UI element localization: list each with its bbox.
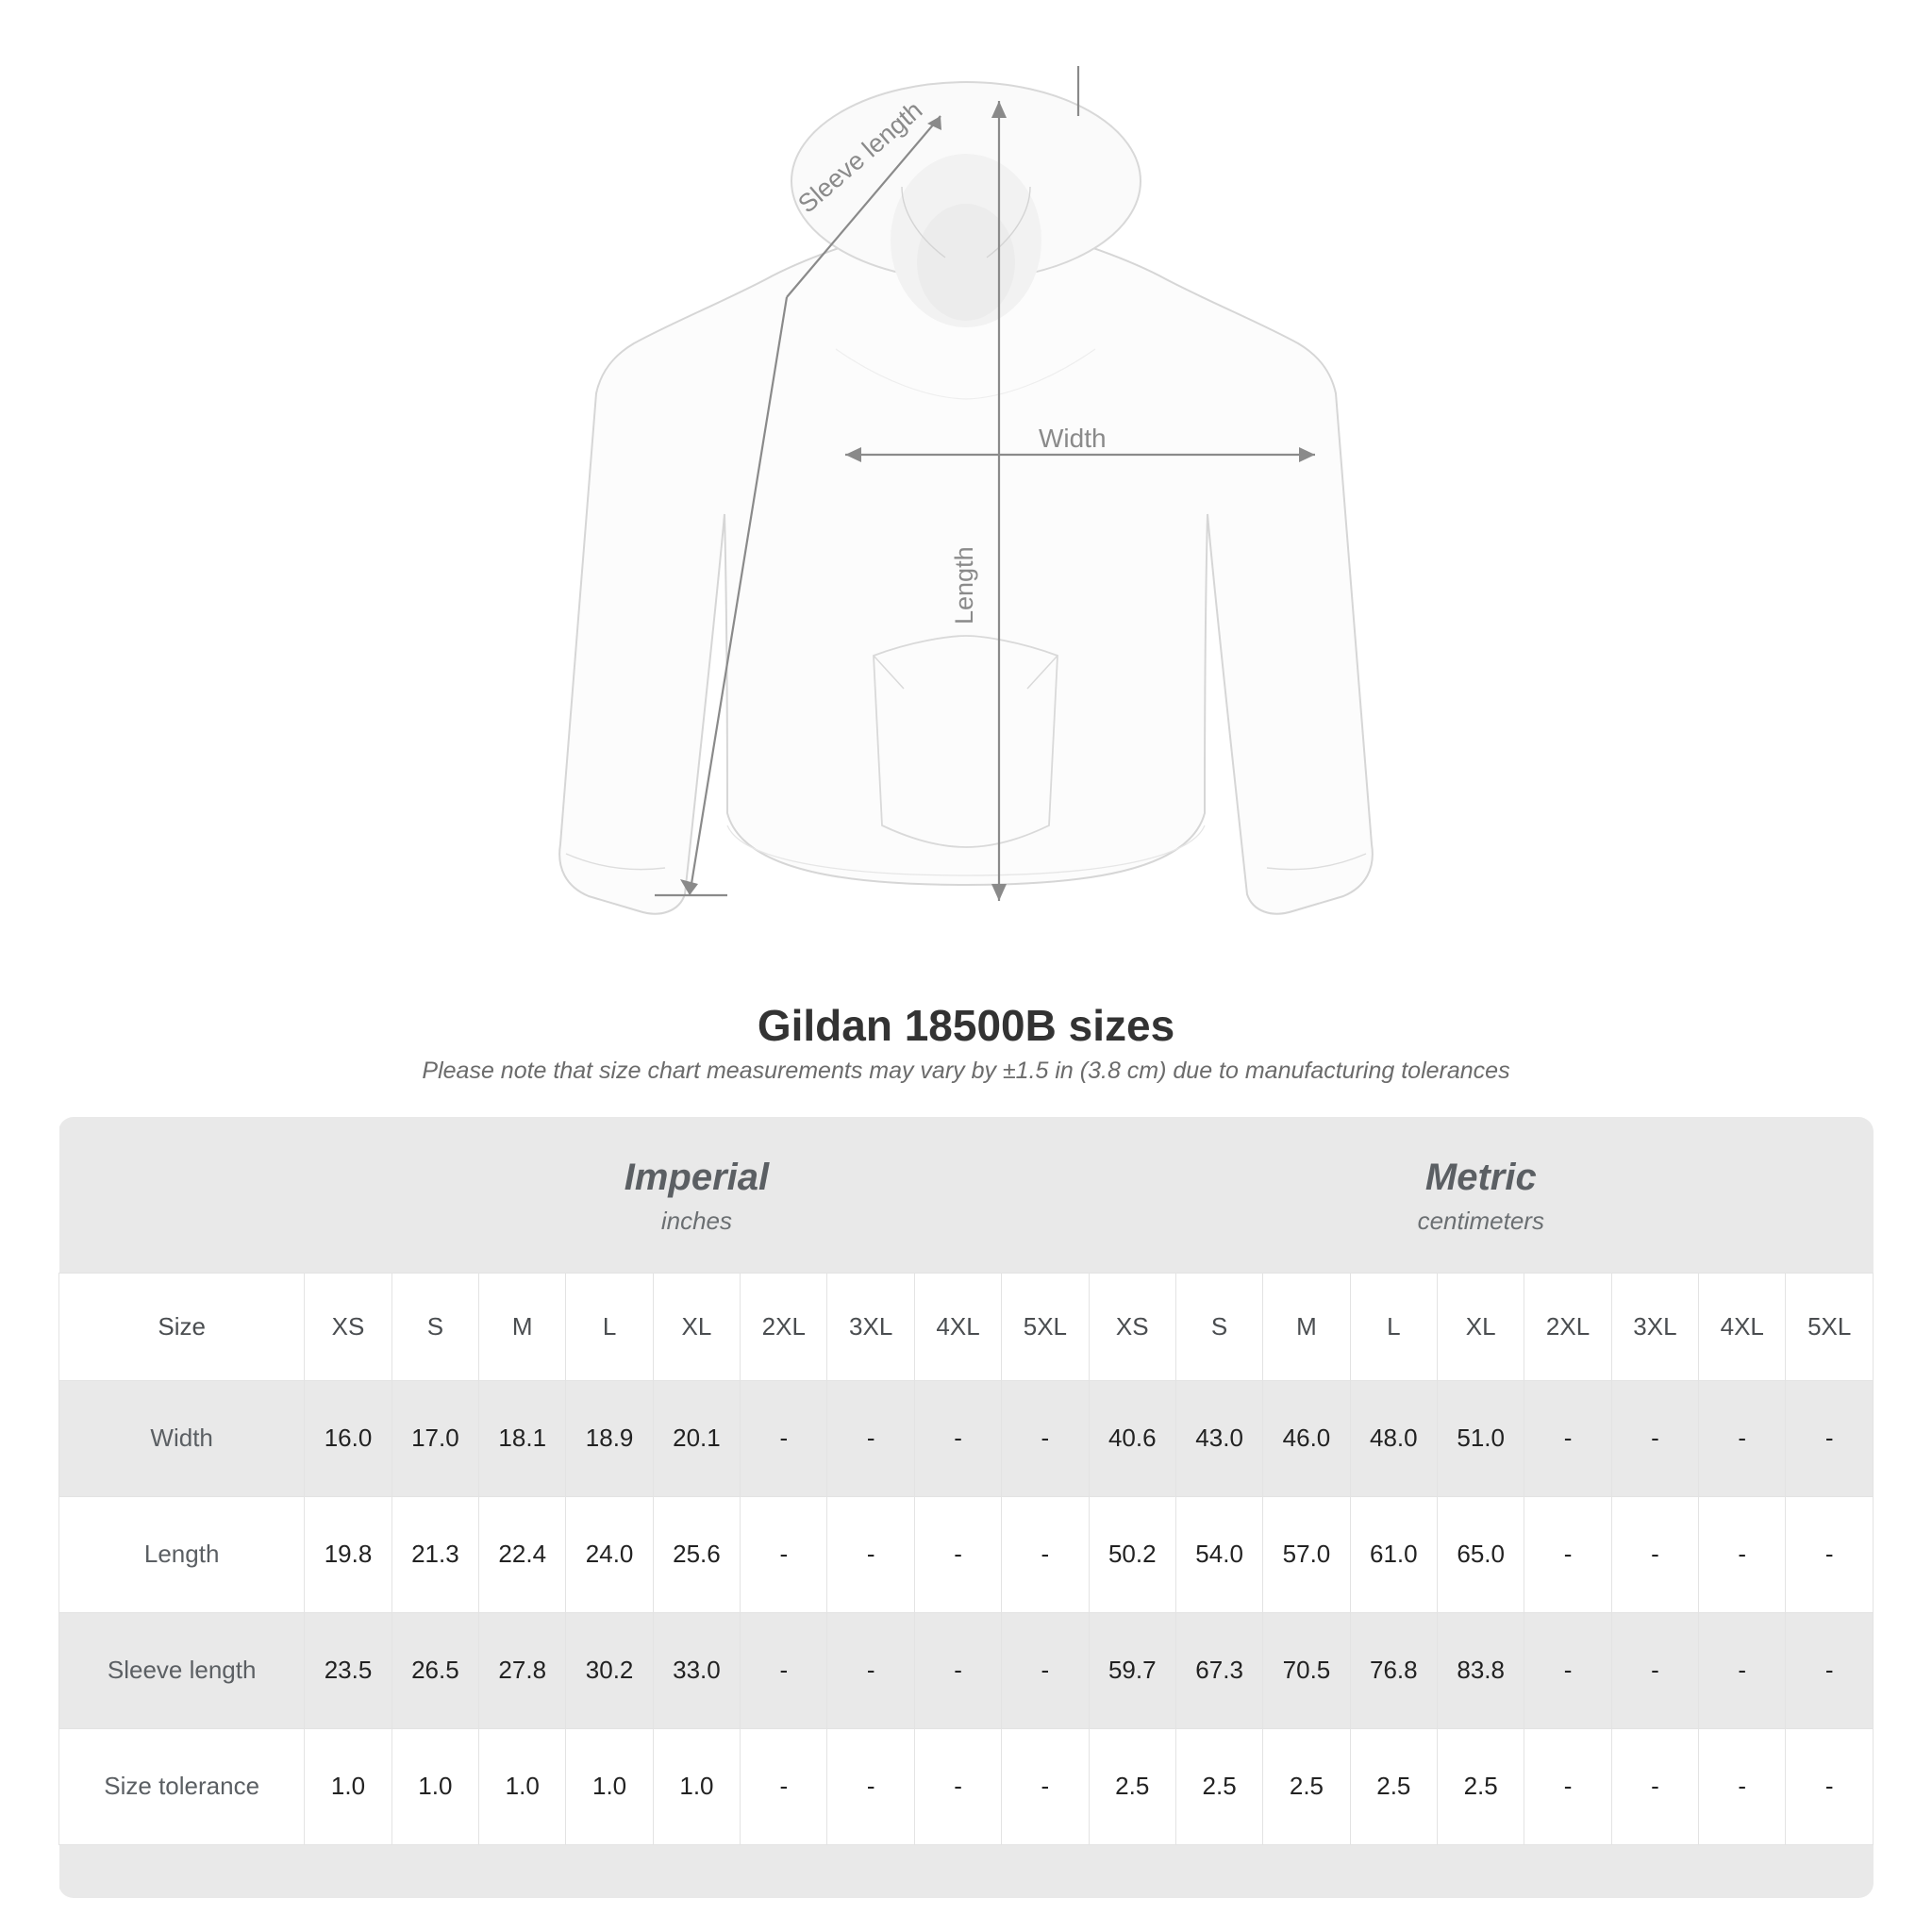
- svg-text:Length: Length: [950, 546, 978, 625]
- svg-text:Width: Width: [1039, 424, 1107, 453]
